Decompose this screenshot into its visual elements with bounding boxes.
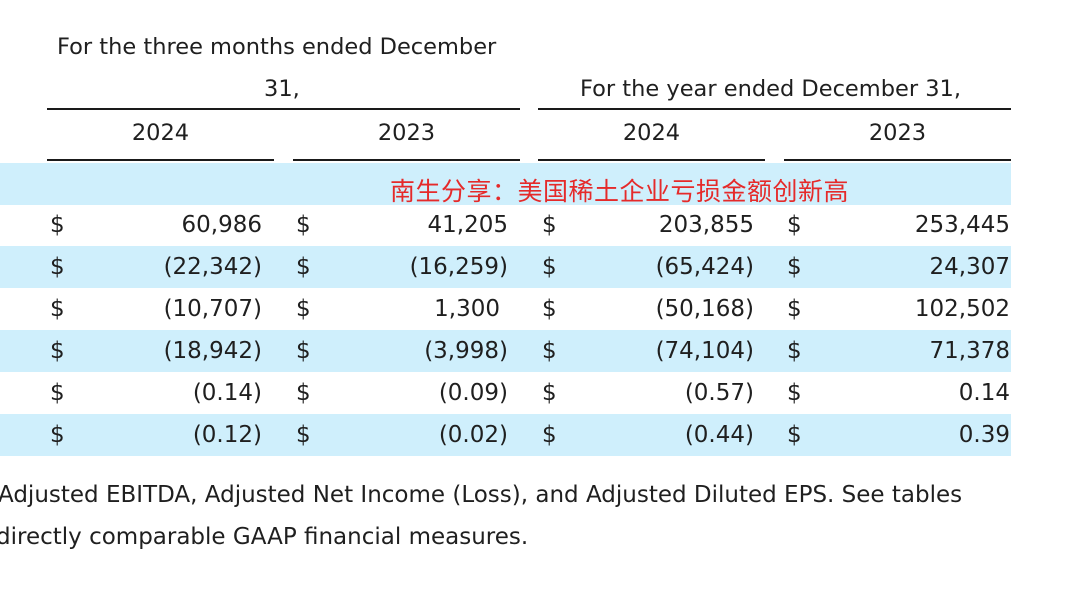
row-band [0,414,1011,456]
currency-symbol: $ [296,380,311,406]
value-cell: (0.02) [438,422,508,448]
currency-symbol: $ [296,212,311,238]
currency-symbol: $ [50,212,65,238]
value-cell: 41,205 [427,212,508,238]
table-row: $ (10,707) $ 1,300 $ (50,168) $ 102,502 [0,288,1011,330]
currency-symbol: $ [50,254,65,280]
value-cell: (0.44) [684,422,754,448]
value-cell: 0.14 [958,380,1010,406]
value-cell: (65,424) [655,254,754,280]
value-cell: (22,342) [163,254,262,280]
value-cell: (0.57) [684,380,754,406]
currency-symbol: $ [296,254,311,280]
value-cell: (50,168) [655,296,754,322]
currency-symbol: $ [50,380,65,406]
three-months-heading-line1: For the three months ended December [57,34,497,60]
row-band [0,246,1011,288]
col-rule [47,159,274,161]
value-cell: 71,378 [929,338,1010,364]
year-heading: For the year ended December 31, [580,76,962,102]
col-year-label: 2023 [377,120,436,146]
currency-symbol: $ [50,338,65,364]
currency-symbol: $ [787,296,802,322]
currency-symbol: $ [296,422,311,448]
currency-symbol: $ [787,380,802,406]
currency-symbol: $ [787,212,802,238]
footnote-line: Adjusted EBITDA, Adjusted Net Income (Lo… [0,482,963,508]
table-row: $ 60,986 $ 41,205 $ 203,855 $ 253,445 [0,204,1011,246]
value-cell: (18,942) [163,338,262,364]
value-cell: 1,300 [434,296,500,322]
value-cell: (0.12) [192,422,262,448]
currency-symbol: $ [542,422,557,448]
value-cell: 24,307 [929,254,1010,280]
col-year-label: 2024 [622,120,681,146]
table-row: $ (22,342) $ (16,259) $ (65,424) $ 24,30… [0,246,1011,288]
col-rule [538,159,765,161]
row-band [0,163,1011,205]
year-rule [538,108,1011,110]
value-cell: (16,259) [409,254,508,280]
table-row: $ (18,942) $ (3,998) $ (74,104) $ 71,378 [0,330,1011,372]
row-band [0,330,1011,372]
col-year-label: 2023 [868,120,927,146]
value-cell: (0.09) [438,380,508,406]
currency-symbol: $ [787,338,802,364]
table-row: $ (0.14) $ (0.09) $ (0.57) $ 0.14 [0,372,1011,414]
table-row: $ (0.12) $ (0.02) $ (0.44) $ 0.39 [0,414,1011,456]
currency-symbol: $ [542,338,557,364]
watermark-caption: 南生分享：美国稀土企业亏损金额创新高 [390,177,850,206]
footnote-line: directly comparable GAAP financial measu… [0,524,529,550]
value-cell: (3,998) [424,338,508,364]
three-months-rule [47,108,520,110]
currency-symbol: $ [542,380,557,406]
currency-symbol: $ [787,254,802,280]
currency-symbol: $ [296,296,311,322]
col-rule [784,159,1011,161]
value-cell: (0.14) [192,380,262,406]
value-cell: (74,104) [655,338,754,364]
value-cell: 102,502 [914,296,1010,322]
currency-symbol: $ [50,296,65,322]
value-cell: (10,707) [163,296,262,322]
value-cell: 60,986 [181,212,262,238]
three-months-heading-line2: 31, [264,76,300,102]
col-rule [293,159,520,161]
col-year-label: 2024 [131,120,190,146]
currency-symbol: $ [50,422,65,448]
value-cell: 203,855 [658,212,754,238]
currency-symbol: $ [542,296,557,322]
currency-symbol: $ [542,254,557,280]
value-cell: 0.39 [958,422,1010,448]
currency-symbol: $ [542,212,557,238]
currency-symbol: $ [787,422,802,448]
currency-symbol: $ [296,338,311,364]
value-cell: 253,445 [914,212,1010,238]
